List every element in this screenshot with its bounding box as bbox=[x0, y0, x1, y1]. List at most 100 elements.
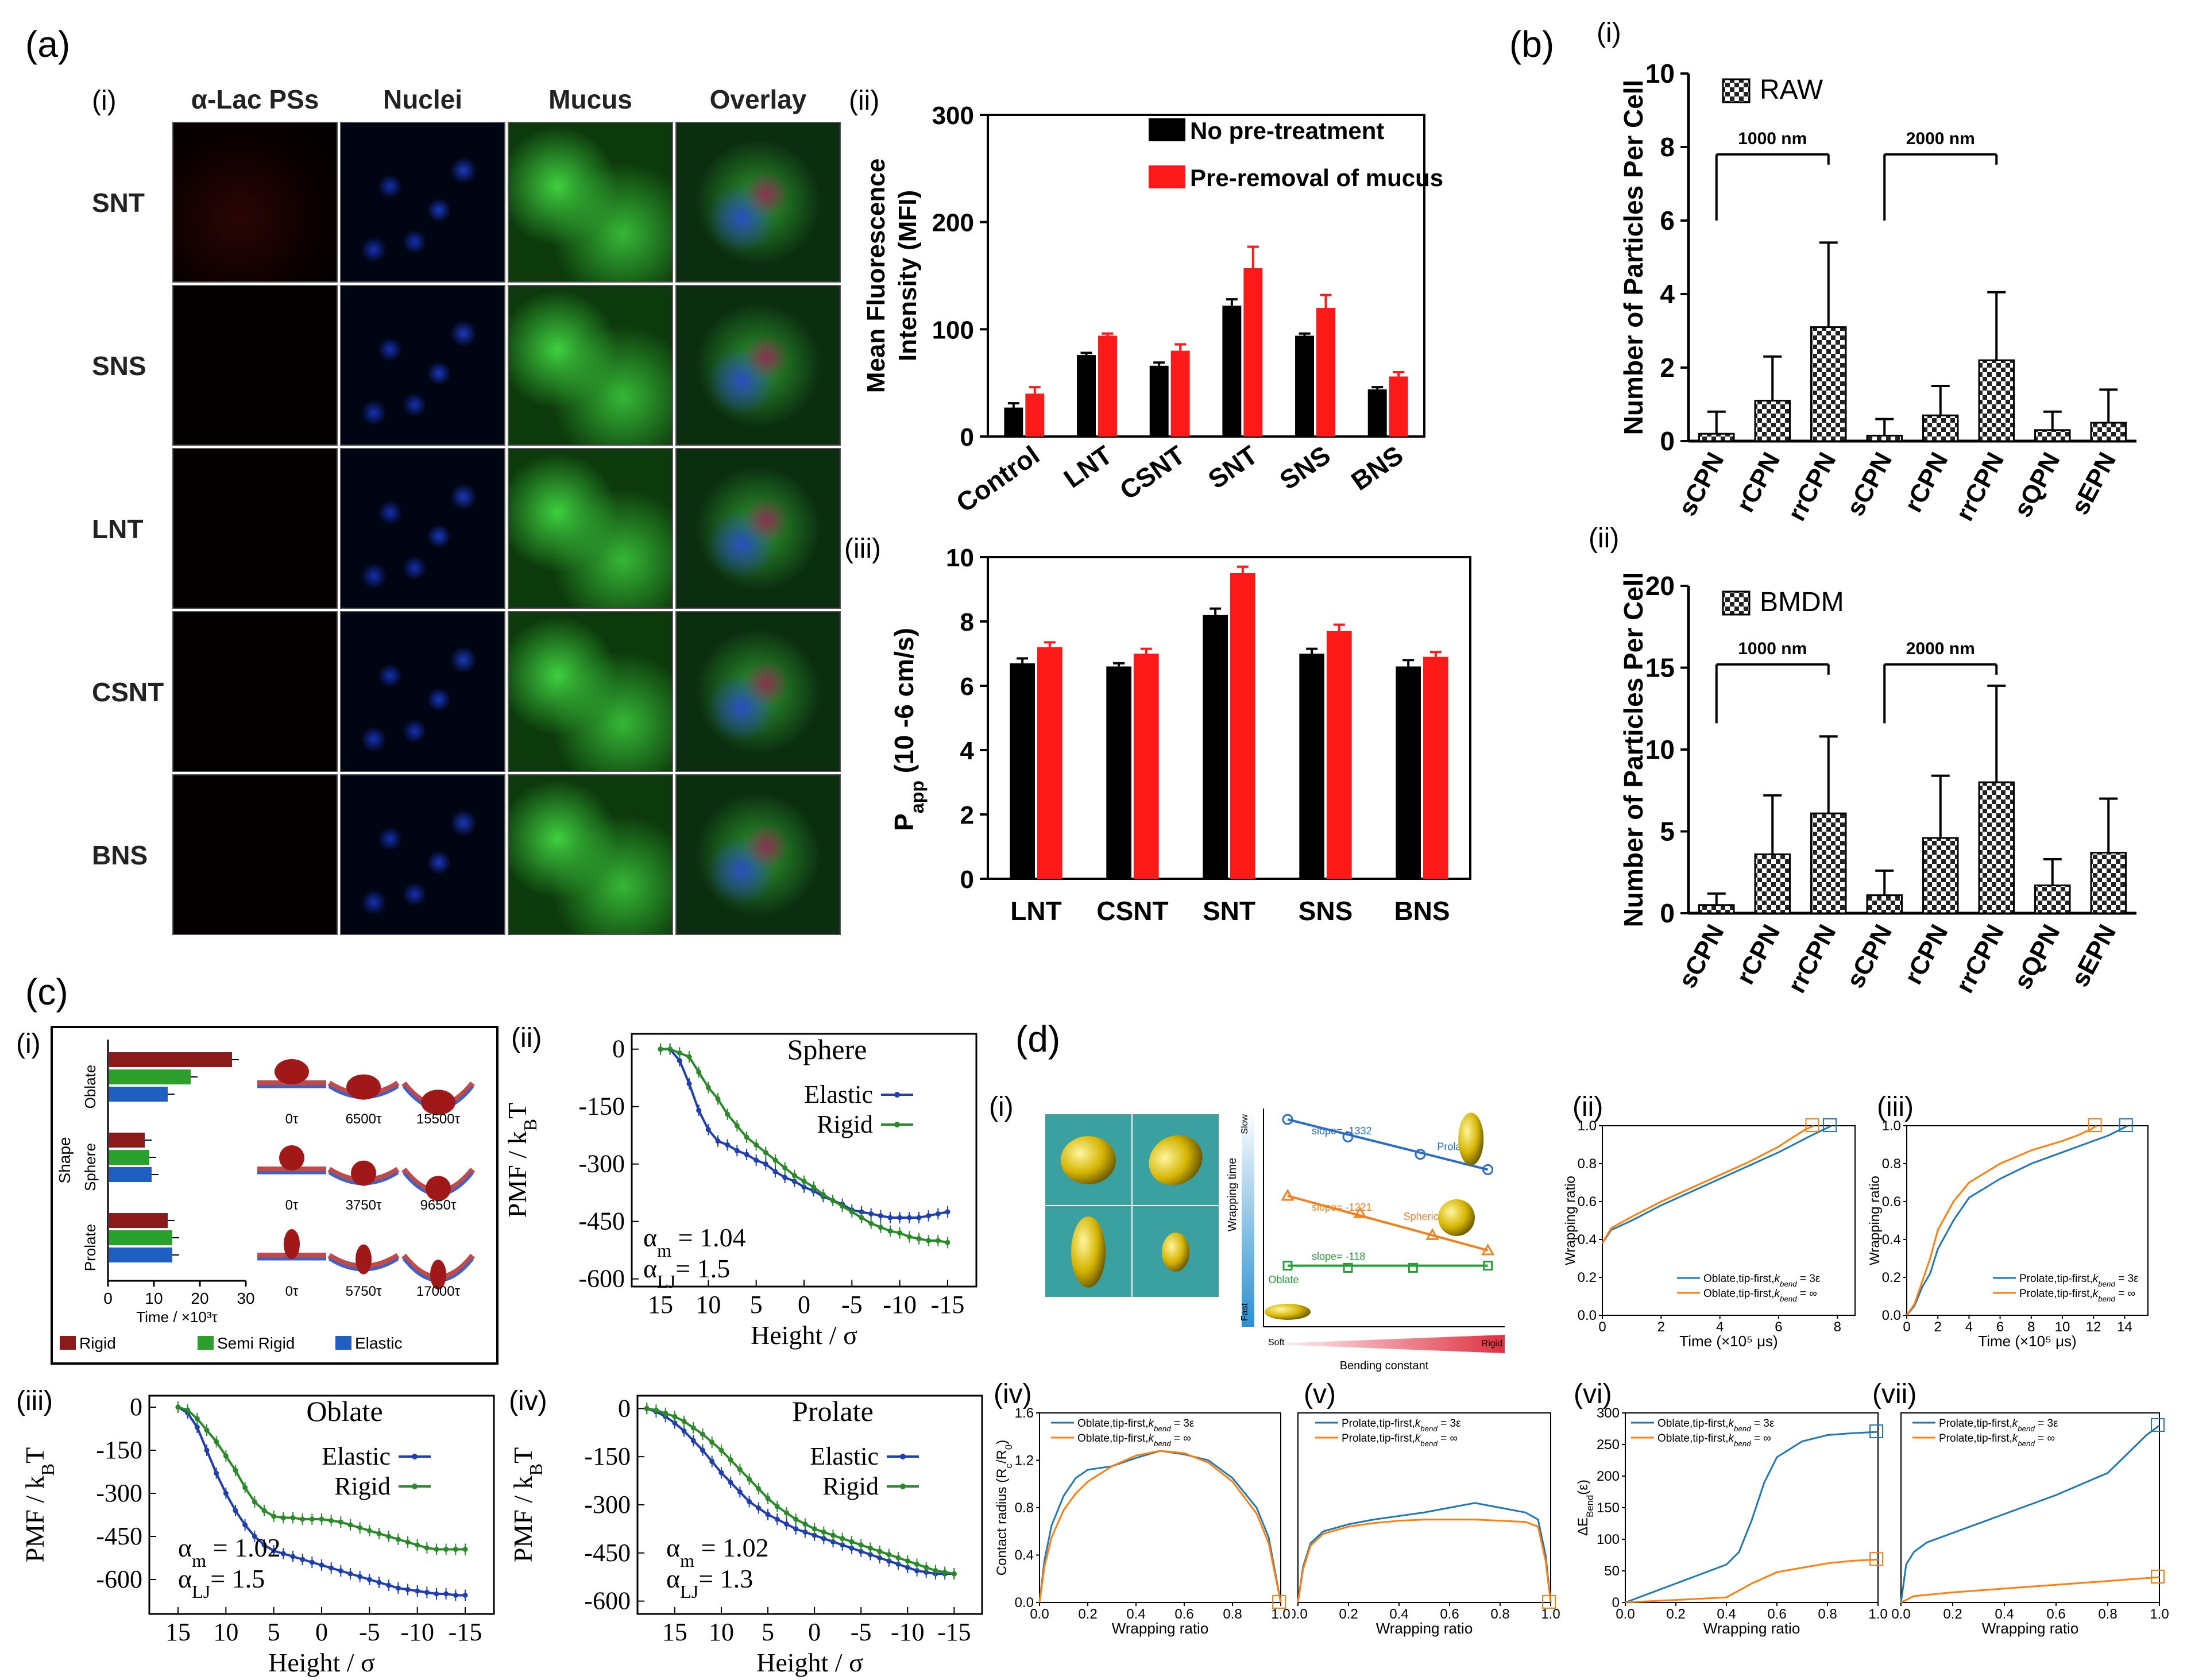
y-tick-label: 0 bbox=[618, 1394, 631, 1422]
x-tick-label: 5 bbox=[750, 1291, 763, 1319]
series-line bbox=[1906, 1125, 2128, 1316]
text-span: = 1.02 bbox=[694, 1533, 768, 1562]
data-point bbox=[1483, 1261, 1493, 1271]
text-span: = ∞ bbox=[1797, 1288, 1817, 1300]
bar bbox=[1037, 647, 1062, 879]
y-tick-label: -300 bbox=[578, 1150, 625, 1178]
x-tick-label: 0 bbox=[808, 1618, 821, 1646]
y-tick-label: 4 bbox=[960, 737, 975, 765]
micrograph-image bbox=[675, 122, 841, 283]
text-span: α bbox=[178, 1564, 192, 1593]
x-tick-label: 30 bbox=[237, 1289, 254, 1307]
category-label: Sphere bbox=[82, 1143, 99, 1191]
text-span: k bbox=[1775, 1288, 1781, 1300]
x-tick-label: 1.0 bbox=[1271, 1606, 1290, 1622]
subpanel-label: (ii) bbox=[1572, 1092, 1603, 1122]
x-tick-label: 0.8 bbox=[2098, 1606, 2117, 1622]
x-tick-label: sEPN bbox=[2066, 920, 2122, 992]
subpanel-label: (i) bbox=[16, 1029, 41, 1059]
bracket-label: 1000 nm bbox=[1738, 639, 1807, 658]
snapshot-time: 5750τ bbox=[346, 1284, 382, 1299]
x-tick-label: 5 bbox=[762, 1618, 774, 1646]
x-tick-label: 0.2 bbox=[1339, 1606, 1358, 1622]
y-tick-label: 0.4 bbox=[1578, 1232, 1597, 1248]
text-span: Oblate,tip-first, bbox=[1703, 1288, 1775, 1300]
x-tick-label: 14 bbox=[2117, 1319, 2132, 1335]
x-tick-label: sQPN bbox=[2008, 920, 2066, 994]
text-span: = ∞ bbox=[1171, 1432, 1191, 1445]
x-tick-label: 0.2 bbox=[1943, 1606, 1962, 1622]
data-point bbox=[1342, 1131, 1354, 1142]
chart-d-ii-wrapping: 0 2 4 6 8 0.0 0.2 0.4 0.6 0.8 1.0 Time (×10⁵ μs) Wra… bbox=[1563, 1118, 1856, 1350]
particle bbox=[426, 1176, 451, 1202]
subscript: app bbox=[907, 781, 928, 813]
data-point bbox=[1343, 1262, 1353, 1273]
end-marker bbox=[2151, 1418, 2165, 1432]
y-tick-label: -150 bbox=[584, 1442, 631, 1470]
x-tick-label: -15 bbox=[931, 1291, 965, 1319]
text-span: = 3ε bbox=[1797, 1273, 1821, 1285]
y-axis-label: Wrapping time bbox=[1226, 1158, 1239, 1232]
bar bbox=[1922, 414, 1959, 442]
plot-frame bbox=[1602, 1125, 1856, 1316]
annotation: αLJ= 1.5 bbox=[178, 1564, 265, 1602]
subpanel-label: (iii) bbox=[16, 1386, 53, 1416]
text-span: k bbox=[1775, 1273, 1781, 1285]
y-tick-label: 1.6 bbox=[1015, 1405, 1034, 1421]
y-tick-label: 10 bbox=[1645, 59, 1675, 88]
x-tick-label: 0.4 bbox=[1995, 1606, 2014, 1622]
chart-d-i-bending: Slow Fast Wrapping time Soft Rigid Bending co… bbox=[1045, 1109, 1505, 1372]
subpanel-label: (v) bbox=[1304, 1379, 1336, 1409]
bar bbox=[1316, 308, 1335, 437]
subpanel-label: (vi) bbox=[1574, 1379, 1612, 1409]
y-tick-label: 0.4 bbox=[1882, 1232, 1901, 1248]
text-span: Prolate,tip-first, bbox=[1342, 1418, 1415, 1430]
bar bbox=[1004, 407, 1023, 437]
snapshot-time: 0τ bbox=[285, 1284, 299, 1299]
panel-label-a: (a) bbox=[25, 24, 71, 65]
x-tick-label: 0.0 bbox=[1891, 1606, 1910, 1622]
text-span: ΔE bbox=[1575, 1517, 1591, 1536]
text-span: k bbox=[1149, 1418, 1155, 1430]
y-tick-label: 0.0 bbox=[1578, 1308, 1597, 1323]
bar bbox=[1754, 400, 1791, 442]
bar bbox=[1203, 615, 1228, 879]
bar bbox=[109, 1213, 168, 1228]
y-tick-label: 0.8 bbox=[1882, 1156, 1901, 1172]
row-label: SNS bbox=[92, 351, 146, 381]
bar bbox=[1978, 359, 2015, 442]
y-tick-label: -300 bbox=[584, 1490, 631, 1519]
y-axis-label: Shape bbox=[56, 1137, 74, 1184]
text-span: = 3ε bbox=[1438, 1418, 1461, 1430]
series-line bbox=[177, 1406, 465, 1551]
series-line bbox=[1625, 1431, 1879, 1604]
x-tick-label: sCPN bbox=[1673, 920, 1729, 993]
data-point bbox=[1282, 1261, 1293, 1271]
x-tick-label: Control bbox=[950, 440, 1045, 518]
row-label: CSNT bbox=[92, 677, 164, 707]
legend-label: Rigid bbox=[822, 1472, 879, 1500]
annotation: αm = 1.04 bbox=[643, 1223, 746, 1261]
micrograph-image bbox=[675, 285, 841, 446]
x-tick-label: 0.2 bbox=[1078, 1606, 1097, 1622]
legend-marker bbox=[894, 1122, 900, 1127]
text-span: Prolate,tip-first, bbox=[1939, 1432, 2012, 1445]
chart-d-iii-wrapping: 0 2 4 6 8 10 12 14 0.0 0.2 0.4 0.6 0.8 1.0 Time (×10⁵ … bbox=[1867, 1118, 2149, 1350]
x-tick-label: -10 bbox=[891, 1618, 925, 1646]
bar bbox=[1106, 666, 1131, 879]
x-tick-label: 0.6 bbox=[1767, 1606, 1786, 1622]
text-span: = ∞ bbox=[2115, 1288, 2135, 1300]
legend-label: Prolate,tip-first,kbend = ∞ bbox=[2019, 1288, 2135, 1303]
x-tick-label: 0.4 bbox=[1717, 1606, 1736, 1622]
row-label: LNT bbox=[92, 514, 144, 544]
y-tick-label: 2 bbox=[960, 801, 974, 829]
x-tick-label: rrCPN bbox=[1783, 448, 1842, 526]
y-tick-label: 0 bbox=[1660, 898, 1675, 928]
y-tick-label: 300 bbox=[1597, 1405, 1620, 1421]
bar bbox=[1978, 781, 2015, 914]
text-span: = 3ε bbox=[2035, 1418, 2058, 1430]
y-tick-label: 0.8 bbox=[1578, 1156, 1597, 1172]
snapshot-time: 3750τ bbox=[346, 1198, 382, 1213]
x-tick-label: BNS bbox=[1394, 896, 1450, 926]
x-axis-label: Time (×10⁵ μs) bbox=[1679, 1333, 1778, 1350]
